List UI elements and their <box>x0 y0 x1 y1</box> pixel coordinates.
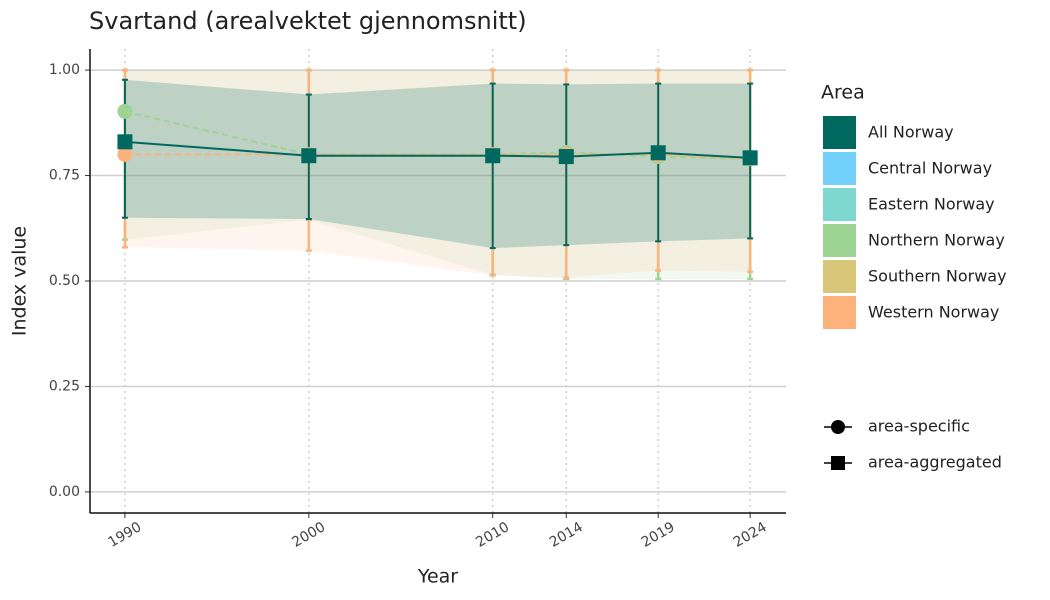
y-tick-label: 1.00 <box>49 62 80 78</box>
legend-key <box>823 188 856 221</box>
ribbon <box>124 70 751 279</box>
legend-shape <box>831 420 845 434</box>
ribbon <box>124 70 751 278</box>
legend-label: Central Norway <box>868 159 992 178</box>
point <box>742 150 758 166</box>
point <box>117 134 133 150</box>
point <box>558 149 574 165</box>
y-tick-label: 0.75 <box>49 168 80 184</box>
x-tick-label: 2014 <box>547 519 586 551</box>
legend-label: Southern Norway <box>868 267 1007 286</box>
series-line <box>124 140 751 159</box>
y-axis-label: Index value <box>9 226 31 336</box>
series-line <box>124 110 751 160</box>
legend-label: All Norway <box>868 123 954 142</box>
y-tick-label: 0.50 <box>49 273 80 289</box>
legend-key <box>823 296 856 329</box>
x-axis-label: Year <box>417 566 458 588</box>
point <box>301 148 317 164</box>
point <box>650 145 666 161</box>
legend-key <box>823 116 856 149</box>
legend-key <box>823 224 856 257</box>
legend-label: Western Norway <box>868 303 999 322</box>
x-tick-label: 1990 <box>106 519 145 551</box>
point <box>485 148 501 164</box>
x-tick-label: 2019 <box>639 519 678 551</box>
x-tick-label: 2000 <box>289 519 328 551</box>
legend-shape <box>831 456 845 470</box>
chart-title: Svartand (arealvektet gjennomsnitt) <box>89 7 527 35</box>
legend-title: Area <box>821 82 865 104</box>
point <box>117 103 133 119</box>
legend-key <box>823 260 856 293</box>
legend-label: Eastern Norway <box>868 195 995 214</box>
y-tick-label: 0.00 <box>49 484 80 500</box>
legend-label: area-aggregated <box>868 453 1002 472</box>
legend-label: Northern Norway <box>868 231 1005 250</box>
y-tick-label: 0.25 <box>49 378 80 394</box>
point <box>117 146 133 162</box>
ribbon <box>124 79 751 249</box>
legend-label: area-specific <box>868 417 970 436</box>
x-tick-label: 2010 <box>473 519 512 551</box>
series-line <box>124 153 751 160</box>
x-tick-label: 2024 <box>731 519 770 551</box>
legend-key <box>823 152 856 185</box>
